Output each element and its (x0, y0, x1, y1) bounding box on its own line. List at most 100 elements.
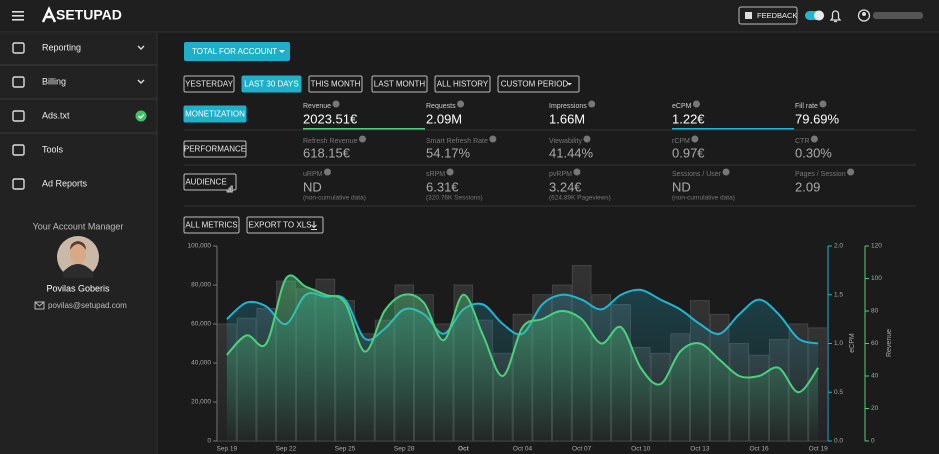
period-button[interactable]: THIS MONTH (308, 75, 363, 93)
period-button[interactable]: YESTERDAY (183, 75, 235, 93)
nav-item[interactable]: Ad Reports (12, 178, 88, 190)
metric-label: rCPM (672, 138, 690, 145)
nav-icon (12, 42, 25, 54)
period-button-label: YESTERDAY (185, 80, 234, 89)
info-icon[interactable] (573, 168, 581, 176)
group-button-label: AUDIENCE (185, 178, 226, 187)
chevron (137, 45, 145, 50)
group-button[interactable]: MONETIZATION (183, 105, 247, 123)
tick-label: 1.5 (834, 291, 843, 298)
x-tick-label: Sep 22 (276, 446, 297, 453)
info-icon[interactable] (323, 168, 331, 176)
metric-label: Impressions (549, 103, 587, 110)
x-tick-label: Oct 07 (572, 446, 592, 453)
info-icon[interactable] (810, 135, 818, 143)
tick-label: 0.0 (834, 438, 843, 445)
line (226, 274, 819, 394)
info-icon[interactable] (692, 100, 700, 108)
chart-action[interactable]: EXPORT TO XLS (246, 216, 324, 234)
period-button[interactable]: CUSTOM PERIOD (497, 75, 580, 93)
tick-label: 80 (871, 308, 879, 315)
account-label: TOTAL FOR ACCOUNT (192, 47, 277, 56)
caret (279, 50, 285, 53)
info-icon[interactable] (446, 168, 454, 176)
group-button-box (183, 140, 247, 158)
metric-value: 2023.51€ (303, 111, 358, 126)
bar-icon (230, 185, 233, 193)
metric-value: 79.69% (795, 111, 840, 126)
tick-label: 0 (207, 438, 211, 445)
info-icon[interactable] (489, 135, 497, 143)
manager-email[interactable]: povilas@setupad.com (48, 301, 127, 310)
feedback-label: FEEDBACK (757, 11, 797, 20)
period-button[interactable]: LAST 30 DAYS (241, 75, 302, 93)
info-icon[interactable] (588, 100, 596, 108)
metric-label: Requests (426, 103, 456, 110)
chart-action[interactable]: ALL METRICS (183, 216, 240, 234)
period-button-box (371, 75, 428, 93)
bar-icon (226, 189, 229, 193)
x-tick-label: Oct 16 (749, 446, 769, 453)
metric-value: 1.22€ (672, 111, 705, 126)
metric-label: sRPM (426, 171, 445, 178)
group-button-label: PERFORMANCE (184, 145, 246, 154)
x-tick-label: Sep 25 (335, 446, 356, 453)
email-icon (34, 301, 45, 310)
tick-label: 2.0 (834, 243, 843, 250)
feedback-button[interactable]: FEEDBACK (738, 6, 798, 25)
info-icon[interactable] (332, 100, 340, 108)
metric-label: Pages / Session (795, 171, 846, 178)
metric-underline (672, 128, 794, 130)
status-ok (135, 110, 147, 122)
nav-label: Ad Reports (42, 178, 88, 188)
metric-note: (non-cumulative data) (303, 195, 366, 202)
metric-underline (303, 128, 425, 130)
nav-label: Reporting (42, 42, 81, 52)
nav-label: Tools (42, 144, 64, 154)
x-tick-label: Oct 10 (631, 446, 651, 453)
metric-label: pvRPM (549, 171, 572, 178)
tick-label: 80,000 (191, 282, 211, 289)
tick-label: 1.0 (834, 340, 843, 347)
logo[interactable]: SETUPAD (56, 7, 122, 23)
info-icon[interactable] (847, 168, 855, 176)
nav-item[interactable]: Billing (0, 76, 157, 100)
nav-label: Ads.txt (42, 110, 70, 120)
group-button[interactable]: PERFORMANCE (183, 140, 247, 158)
x-tick-label: Oct 04 (513, 446, 533, 453)
manager-name: Povilas Goberis (46, 283, 110, 293)
info-icon[interactable] (358, 135, 366, 143)
chevron (137, 79, 145, 84)
info-icon[interactable] (819, 100, 827, 108)
nav-item[interactable]: Ads.txt (0, 110, 157, 134)
metric-label: Fill rate (795, 103, 818, 110)
tick-label: 120 (871, 243, 882, 250)
metric-label: Viewability (549, 138, 582, 145)
info-icon[interactable] (457, 100, 465, 108)
info-icon[interactable] (691, 135, 699, 143)
metric-value: 6.31€ (426, 179, 459, 194)
period-button[interactable]: ALL HISTORY (434, 75, 491, 93)
toggle[interactable] (805, 10, 824, 21)
period-button[interactable]: LAST MONTH (371, 75, 428, 93)
axis-title: Revenue (886, 329, 893, 357)
chart-action-box (246, 216, 324, 234)
account-select[interactable]: TOTAL FOR ACCOUNT (184, 42, 290, 61)
axis-title: eCPM (849, 333, 856, 353)
x-tick-label: Oct 13 (690, 446, 710, 453)
manager-avatar (57, 236, 99, 278)
metric-value: 0.30% (795, 145, 832, 160)
group-button[interactable]: AUDIENCE (183, 173, 237, 193)
nav-icon (12, 144, 25, 156)
notifications[interactable] (829, 10, 842, 23)
menu-button[interactable] (12, 11, 24, 21)
logo-icon (41, 6, 57, 23)
info-icon[interactable] (583, 135, 591, 143)
nav-item[interactable]: Tools (12, 144, 64, 156)
nav-item[interactable]: Reporting (0, 42, 157, 66)
info-icon[interactable] (722, 168, 730, 176)
period-button-box (434, 75, 491, 93)
user-menu[interactable] (857, 9, 924, 22)
